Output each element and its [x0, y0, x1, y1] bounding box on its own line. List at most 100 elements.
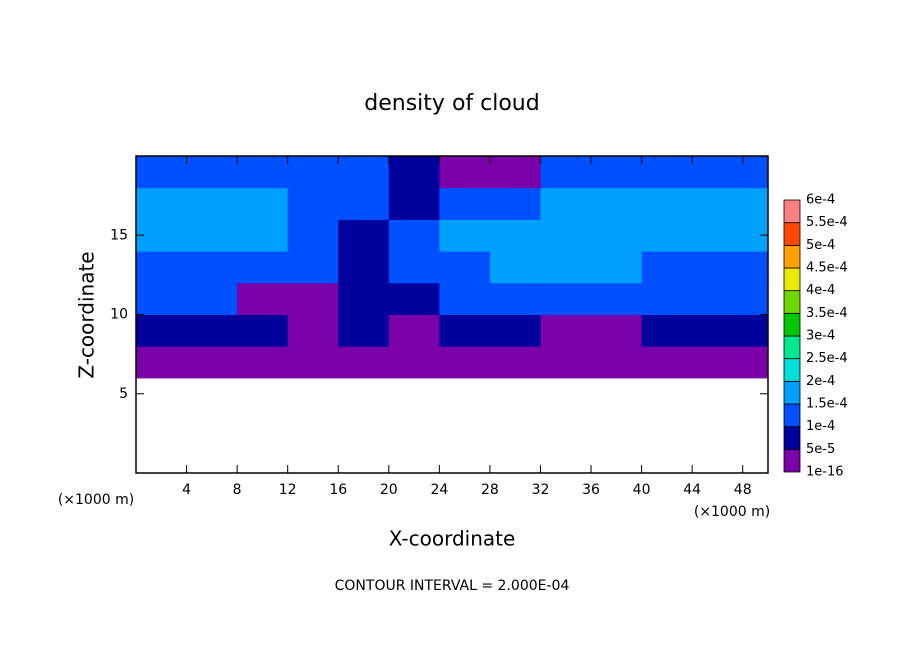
field	[136, 156, 768, 379]
colorbar-band	[783, 199, 801, 224]
contour-cell	[692, 187, 744, 220]
colorbar-label: 1e-16	[806, 465, 844, 480]
y-tick-label: 15	[110, 227, 128, 243]
contour-cell	[338, 314, 390, 347]
contour-cell	[287, 314, 339, 347]
contour-cell	[489, 251, 541, 284]
contour-cell	[489, 156, 541, 189]
contour-cell	[489, 187, 541, 220]
contour-cell	[338, 346, 390, 379]
contour-cell	[136, 187, 188, 220]
contour-cell	[641, 187, 693, 220]
contour-cell	[540, 156, 592, 189]
colorbar-label: 2.5e-4	[806, 351, 848, 366]
colorbar-label: 5.5e-4	[806, 215, 848, 230]
contour-cell	[287, 187, 339, 220]
contour-cell	[237, 282, 289, 315]
contour-cell	[540, 314, 592, 347]
contour-cell	[439, 282, 491, 315]
x-axis-label: X-coordinate	[389, 527, 516, 551]
contour-cell	[338, 219, 390, 252]
contour-cell	[641, 314, 693, 347]
contour-cell	[287, 156, 339, 189]
contour-cell	[540, 187, 592, 220]
contour-cell	[186, 314, 238, 347]
contour-cell	[287, 346, 339, 379]
contour-cell	[237, 156, 289, 189]
contour-cell	[136, 282, 188, 315]
x-tick-label: 36	[582, 482, 600, 498]
contour-cell	[742, 156, 768, 189]
contour-cell	[641, 251, 693, 284]
y-tick-label: 10	[110, 307, 128, 323]
contour-cell	[540, 282, 592, 315]
x-tick-label: 32	[532, 482, 550, 498]
contour-cell	[591, 156, 643, 189]
contour-cell	[540, 346, 592, 379]
contour-cell	[186, 156, 238, 189]
contour-cell	[388, 251, 440, 284]
colorbar-label: 6e-4	[806, 193, 835, 208]
x-tick-label: 16	[329, 482, 347, 498]
x-tick-label: 12	[279, 482, 297, 498]
contour-cell	[439, 314, 491, 347]
contour-cell	[439, 219, 491, 252]
y-tick-label: 5	[119, 386, 128, 402]
contour-cell	[287, 282, 339, 315]
contour-cell	[742, 314, 768, 347]
y-unit: (×1000 m)	[58, 492, 134, 508]
colorbar-band	[783, 290, 801, 314]
contour-cell	[237, 251, 289, 284]
contour-cell	[136, 156, 188, 189]
chart-title: density of cloud	[364, 91, 539, 116]
colorbar-label: 4e-4	[806, 283, 835, 298]
x-tick-label: 24	[430, 482, 448, 498]
contour-cell	[692, 156, 744, 189]
contour-cell	[692, 219, 744, 252]
y-axis-label: Z-coordinate	[75, 251, 99, 378]
contour-cell	[186, 282, 238, 315]
colorbar-band	[783, 244, 801, 269]
contour-cell	[742, 251, 768, 284]
contour-cell	[338, 251, 390, 284]
contour-cell	[489, 219, 541, 252]
contour-cell	[591, 314, 643, 347]
x-tick-label: 40	[633, 482, 651, 498]
contour-cell	[641, 346, 693, 379]
colorbar-band	[783, 403, 801, 428]
contour-cell	[136, 314, 188, 347]
colorbar-band	[783, 426, 801, 450]
contour-cell	[742, 282, 768, 315]
contour-cell	[591, 187, 643, 220]
contour-cell	[136, 219, 188, 252]
contour-cell	[591, 251, 643, 284]
colorbar-label: 5e-5	[806, 442, 835, 457]
contour-cell	[692, 251, 744, 284]
contour-cell	[692, 282, 744, 315]
contour-cell	[388, 346, 440, 379]
x-tick-label: 28	[481, 482, 499, 498]
colorbar-label: 1.5e-4	[806, 397, 848, 412]
contour-cell	[186, 219, 238, 252]
x-tick-label: 44	[683, 482, 701, 498]
contour-cell	[237, 346, 289, 379]
contour-cell	[388, 282, 440, 315]
footnote: CONTOUR INTERVAL = 2.000E-04	[335, 578, 570, 594]
contour-cell	[692, 314, 744, 347]
contour-cell	[237, 314, 289, 347]
contour-cell	[439, 346, 491, 379]
colorbar-band	[783, 222, 801, 246]
contour-cell	[439, 251, 491, 284]
x-tick-label: 4	[182, 482, 191, 498]
contour-cell	[540, 219, 592, 252]
contour-cell	[591, 219, 643, 252]
contour-cell	[186, 251, 238, 284]
x-unit: (×1000 m)	[694, 504, 770, 520]
colorbar-band	[783, 267, 801, 292]
contour-cell	[136, 251, 188, 284]
contour-cell	[388, 156, 440, 189]
contour-cell	[287, 219, 339, 252]
contour-cell	[641, 282, 693, 315]
contour-cell	[489, 282, 541, 315]
x-tick-label: 8	[233, 482, 242, 498]
